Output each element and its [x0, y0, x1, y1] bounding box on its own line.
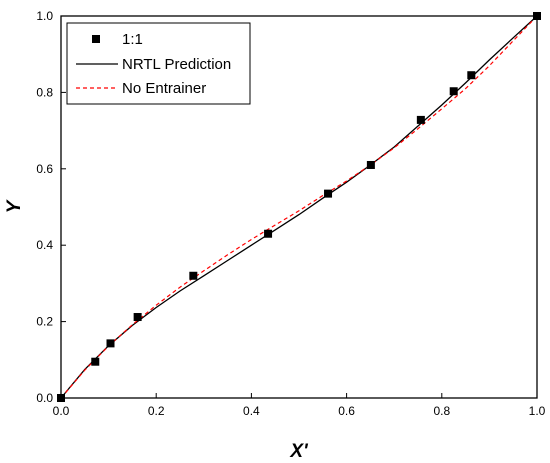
x-tick-label: 0.2 [148, 404, 165, 418]
y-tick-label: 0.4 [36, 238, 53, 252]
data-point [324, 189, 333, 198]
y-tick-label: 0.0 [36, 391, 53, 405]
plot-frame [60, 15, 538, 399]
legend-label-series-2: NRTL Prediction [122, 56, 231, 73]
data-point [533, 12, 541, 20]
x-tick-label: 0.0 [53, 404, 70, 418]
data-point [106, 339, 115, 348]
x-tick-label: 0.8 [433, 404, 450, 418]
data-point [416, 115, 425, 124]
x-axis-title: X' [289, 441, 309, 462]
x-tick-label: 0.4 [243, 404, 260, 418]
plot-area [60, 15, 538, 399]
y-axis-title: Y [4, 198, 25, 213]
data-point [57, 394, 65, 402]
y-tick-label: 1.0 [36, 9, 53, 23]
data-point [264, 229, 273, 238]
legend: 1:1 NRTL Prediction No Entrainer [66, 22, 251, 105]
series-layer [57, 12, 541, 402]
y-tick-label: 0.2 [36, 315, 53, 329]
y-tick-label: 0.8 [36, 85, 53, 99]
legend-label-series-1: 1:1 [122, 31, 143, 48]
data-point [366, 160, 375, 169]
data-point [449, 87, 458, 96]
x-tick-label: 1.0 [529, 404, 546, 418]
legend-label-series-3: No Entrainer [122, 80, 206, 97]
data-point [91, 357, 100, 366]
x-tick-label: 0.6 [338, 404, 355, 418]
axis-ticks: 0.00.0 0.2 0.2 0.4 0.4 0.6 0.6 0.8 0.8 1.0 1.0 [36, 9, 545, 418]
data-point [467, 71, 476, 80]
y-tick-label: 0.6 [36, 162, 53, 176]
data-point [189, 271, 198, 280]
data-point [133, 313, 142, 322]
legend-marker-series-1 [92, 35, 100, 43]
